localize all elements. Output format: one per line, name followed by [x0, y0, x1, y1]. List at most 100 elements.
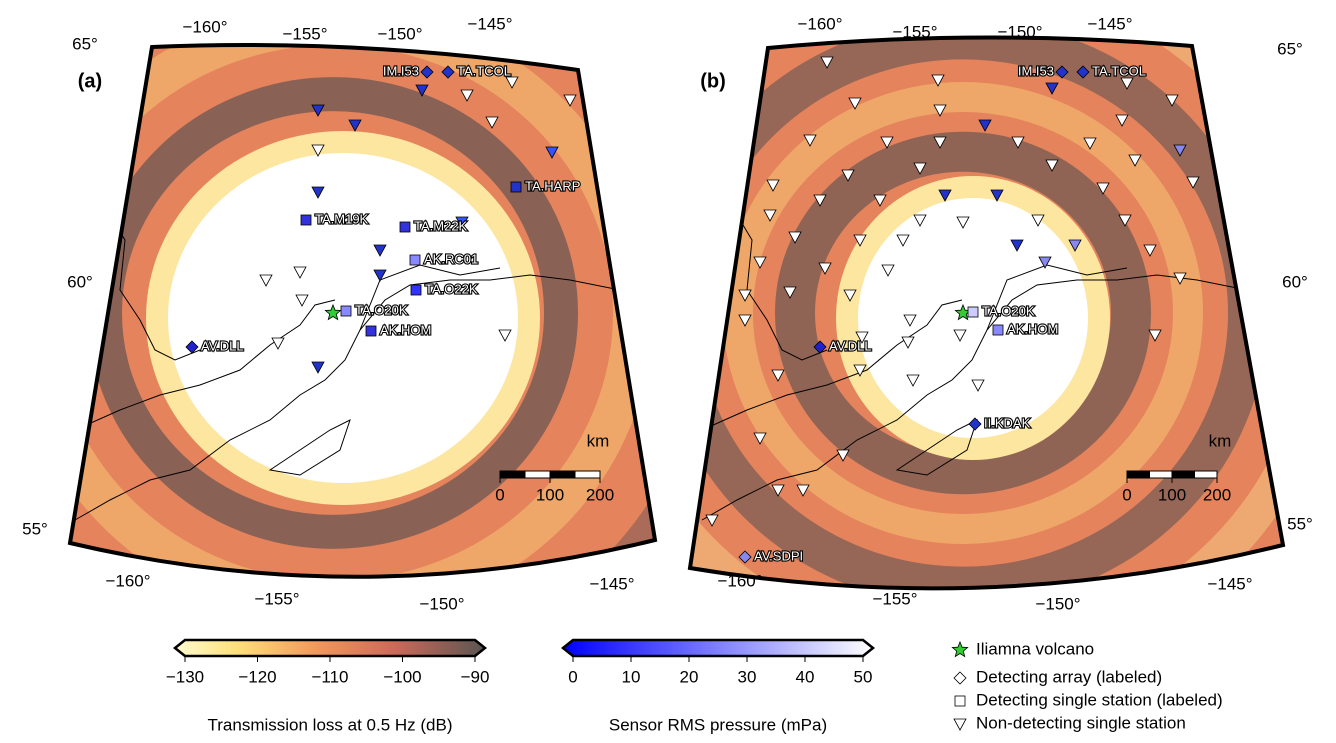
lon-label: −155° — [872, 589, 917, 608]
colorbar-tick-label: −110 — [311, 667, 348, 686]
station-marker — [855, 331, 869, 344]
coastline — [268, 419, 351, 476]
station-label: IM.I53 — [383, 63, 419, 78]
lat-label: 65° — [1277, 39, 1303, 58]
lon-label: −160° — [717, 571, 762, 590]
station-marker — [340, 305, 352, 317]
station-label: TA.HARP — [525, 178, 580, 193]
scale-segment — [574, 470, 601, 479]
station-marker — [813, 194, 827, 207]
station-marker — [295, 294, 309, 307]
station-marker — [259, 274, 273, 287]
station-marker — [1083, 137, 1097, 150]
volcano-marker — [951, 640, 969, 658]
station-marker — [843, 289, 857, 302]
station-label: TA.O22K — [425, 281, 478, 296]
station-marker — [881, 264, 895, 277]
station-marker — [848, 97, 862, 110]
scale-label: 100 — [1158, 485, 1186, 504]
station-marker — [990, 189, 1004, 202]
station-marker — [853, 234, 867, 247]
station-marker — [1038, 256, 1052, 269]
station-marker — [498, 329, 512, 342]
coastline — [99, 59, 131, 96]
station-marker — [968, 417, 982, 431]
station-label: AK.HOM — [1007, 321, 1058, 336]
station-label: TA.TCOL — [1092, 63, 1146, 78]
legend-entry: Iliamna volcano — [976, 639, 1094, 658]
station-marker — [311, 104, 325, 117]
scale-label: 200 — [1203, 485, 1231, 504]
coastline — [74, 299, 336, 431]
station-marker — [771, 484, 785, 497]
station-label: AK.RC01 — [424, 251, 478, 266]
scale-segment — [1149, 470, 1173, 479]
station-marker — [933, 104, 947, 117]
coastline — [736, 214, 828, 361]
station-marker — [399, 221, 411, 233]
station-marker — [1010, 239, 1024, 252]
station-marker — [880, 136, 894, 149]
lon-label: −155° — [254, 589, 299, 608]
station-marker — [1173, 272, 1187, 285]
station-marker — [931, 74, 945, 87]
station-marker — [978, 119, 992, 132]
scale-segment — [549, 470, 576, 479]
station-marker — [1173, 144, 1187, 157]
loss-ring — [723, 82, 1203, 544]
scale-segment — [1171, 470, 1195, 479]
low-loss-zone — [168, 153, 518, 483]
scale-segment — [1194, 470, 1218, 479]
station-label: TA.TCOL — [457, 63, 511, 78]
station-marker — [913, 214, 927, 227]
station-marker — [455, 216, 469, 229]
station-marker — [738, 550, 752, 564]
panel-label: (a) — [78, 70, 102, 92]
coastline — [701, 274, 1248, 521]
station-label: IM.I53 — [1018, 63, 1054, 78]
colorbar-tick-label: 30 — [738, 667, 757, 686]
station-marker — [971, 379, 985, 392]
lon-label: −145° — [1087, 14, 1132, 33]
station-marker — [853, 364, 867, 377]
station-marker — [485, 116, 499, 129]
station-marker — [813, 340, 827, 354]
station-label: TA.M19K — [315, 211, 369, 226]
station-marker — [373, 269, 387, 282]
station-marker — [820, 56, 834, 69]
station-marker — [505, 76, 519, 89]
lon-label: −145° — [1207, 574, 1252, 593]
colorbar-tick-label: −120 — [238, 667, 276, 686]
station-label: AV.DLL — [201, 338, 244, 353]
coastline — [701, 299, 963, 431]
station-marker — [992, 324, 1004, 336]
station-marker — [1011, 136, 1025, 149]
station-marker — [803, 134, 817, 147]
station-marker — [1128, 154, 1142, 167]
station-marker — [953, 718, 967, 731]
station-marker — [818, 262, 832, 275]
station-marker — [271, 337, 285, 350]
colorbar — [172, 638, 488, 658]
station-marker — [901, 336, 915, 349]
station-marker — [913, 162, 927, 175]
station-marker — [311, 144, 325, 157]
scale-label: 200 — [586, 485, 614, 504]
station-marker — [185, 340, 199, 354]
station-marker — [300, 214, 312, 226]
station-marker — [1120, 77, 1134, 90]
station-marker — [409, 254, 421, 266]
station-marker — [1045, 159, 1059, 172]
station-label: TA.M22K — [414, 218, 468, 233]
station-marker — [903, 314, 917, 327]
station-marker — [954, 695, 966, 707]
lat-label: 55° — [22, 519, 48, 538]
coastline — [74, 274, 621, 521]
station-marker — [1143, 244, 1157, 257]
legend-entry: Non-detecting single station — [976, 713, 1186, 732]
station-label: II.KDAK — [984, 415, 1031, 430]
lat-label: 55° — [1287, 514, 1313, 533]
station-label: TA.O20K — [355, 302, 408, 317]
lon-label: −150° — [419, 594, 464, 613]
station-marker — [441, 65, 455, 79]
